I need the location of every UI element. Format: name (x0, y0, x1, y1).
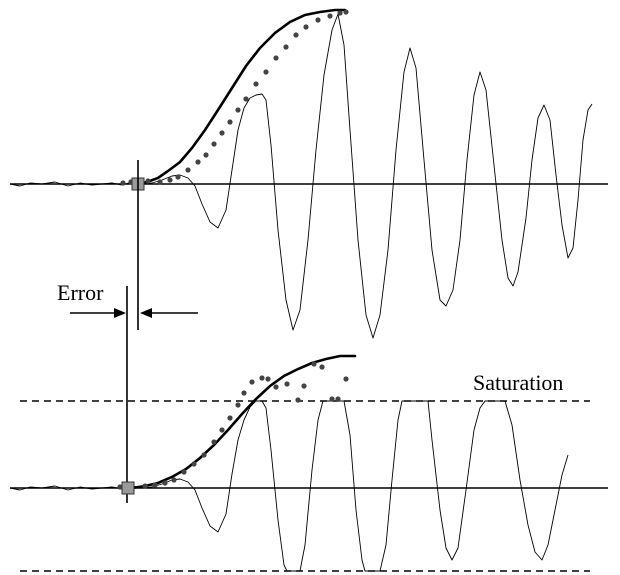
top-data-point (343, 9, 349, 15)
bottom-data-point (142, 483, 148, 489)
bottom-data-point (273, 384, 279, 390)
top-data-point (303, 24, 309, 30)
top-data-point (120, 180, 126, 186)
top-data-point (327, 13, 333, 19)
bottom-data-point (265, 376, 271, 382)
bottom-data-point (284, 381, 290, 387)
top-data-point (211, 141, 217, 147)
top-data-point (293, 32, 299, 38)
top-data-point (283, 44, 289, 50)
bottom-data-point (235, 402, 241, 408)
bottom-data-point (329, 396, 335, 402)
top-data-point (227, 119, 233, 125)
bottom-data-point (227, 415, 233, 421)
top-data-points (120, 9, 349, 186)
top-data-point (175, 174, 181, 180)
bottom-data-points (117, 361, 349, 490)
bottom-panel: Saturation (9, 354, 608, 572)
bottom-data-point (211, 439, 217, 445)
error-arrowhead-right (140, 308, 152, 318)
bottom-data-point (162, 480, 168, 486)
bottom-data-point (171, 477, 177, 483)
top-panel (9, 8, 608, 339)
top-data-point (253, 81, 259, 87)
bottom-data-point (319, 364, 325, 370)
bottom-data-point (335, 396, 341, 402)
top-fit-curve (135, 8, 347, 186)
top-data-point (185, 167, 191, 173)
top-data-point (235, 107, 241, 113)
bottom-signal-waveform (9, 400, 569, 572)
bottom-data-point (152, 482, 158, 488)
bottom-data-point (295, 397, 301, 403)
top-data-point (315, 17, 321, 23)
bottom-data-point (117, 484, 123, 490)
bottom-onset-marker (121, 481, 135, 495)
top-data-point (157, 179, 163, 185)
top-data-point (263, 69, 269, 75)
top-data-point (219, 130, 225, 136)
bottom-data-point (259, 375, 265, 381)
error-annotation: Error (57, 160, 198, 503)
top-data-point (203, 152, 209, 158)
error-label: Error (57, 280, 104, 305)
error-arrowhead-left (114, 308, 126, 318)
bottom-data-point (311, 361, 317, 367)
top-data-point (337, 10, 343, 16)
bottom-data-point (219, 427, 225, 433)
bottom-data-point (191, 461, 197, 467)
bottom-data-point (201, 452, 207, 458)
top-data-point (273, 55, 279, 61)
bottom-data-point (301, 383, 307, 389)
top-data-point (243, 96, 249, 102)
saturation-label: Saturation (473, 370, 563, 395)
top-data-point (195, 159, 201, 165)
bottom-data-point (343, 376, 349, 382)
bottom-data-point (241, 390, 247, 396)
top-data-point (145, 178, 151, 184)
top-data-point (167, 177, 173, 183)
bottom-data-point (249, 379, 255, 385)
bottom-data-point (181, 469, 187, 475)
bottom-fit-curve (130, 354, 357, 490)
